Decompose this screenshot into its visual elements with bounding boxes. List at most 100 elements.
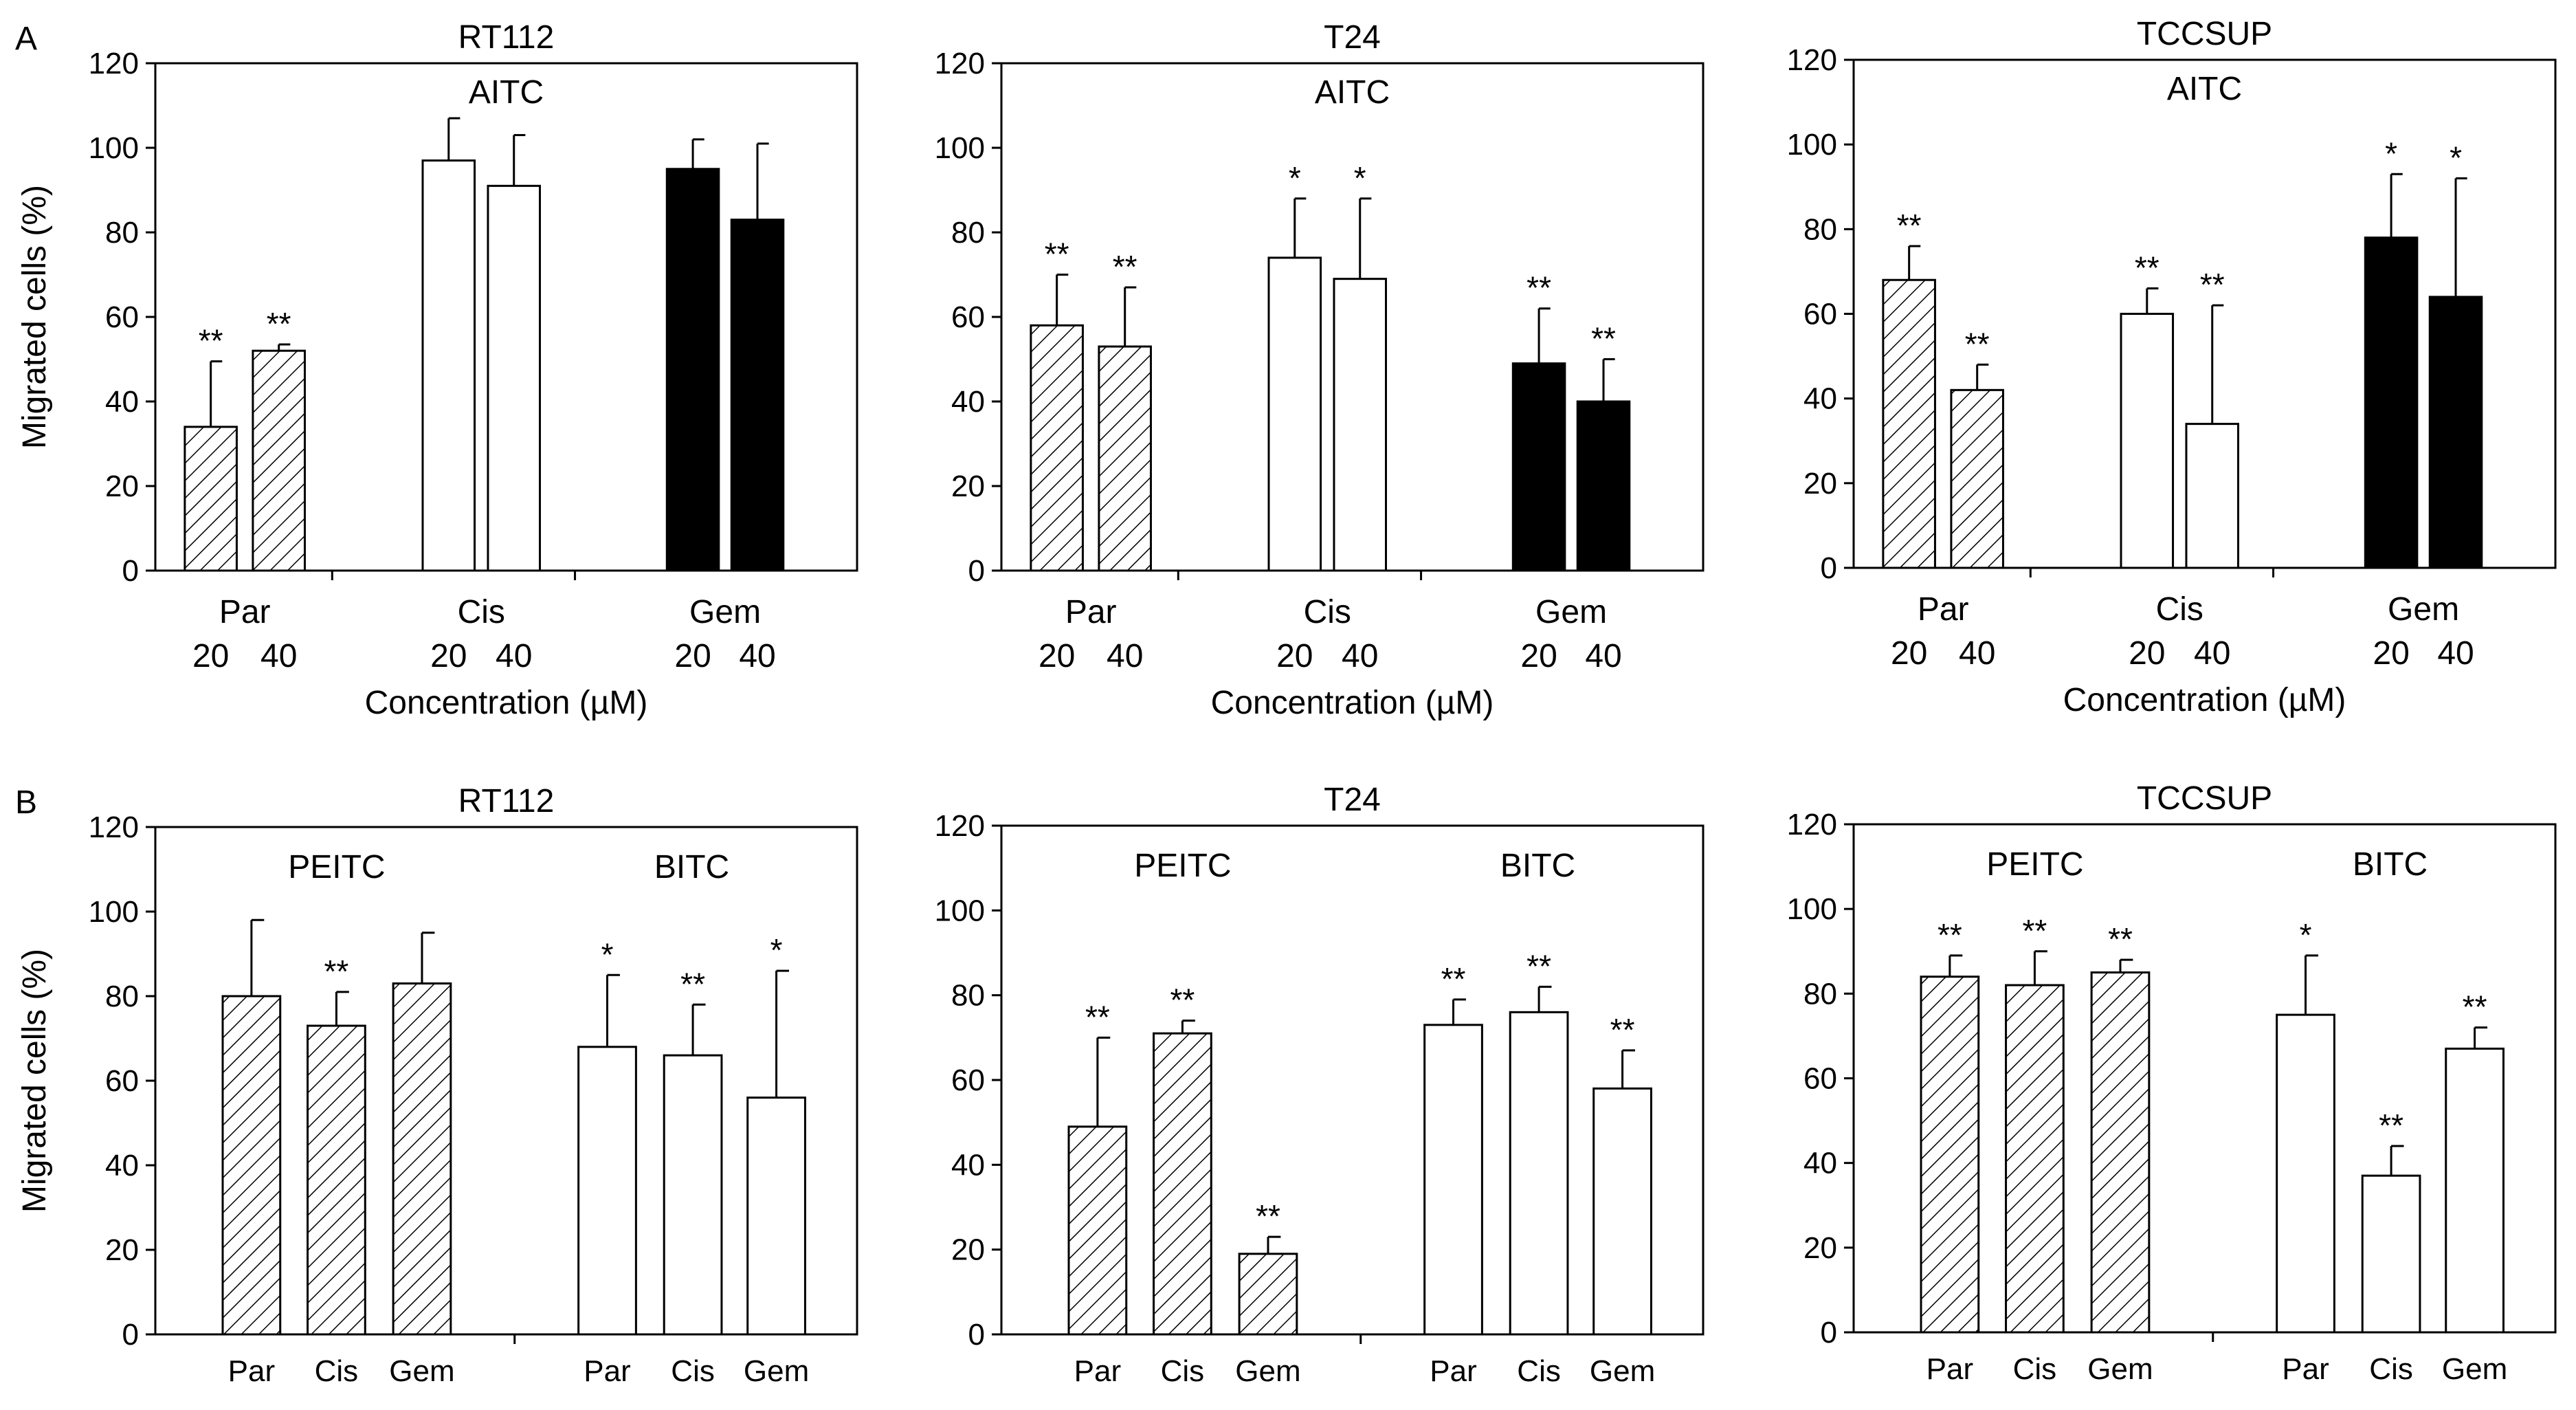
group-name-label: Cis bbox=[2156, 591, 2203, 628]
bar bbox=[2276, 1013, 2335, 1334]
significance-label: ** bbox=[1441, 961, 1466, 997]
x-tick-label: 20 bbox=[1520, 638, 1557, 674]
y-tick-label: 100 bbox=[89, 895, 139, 929]
bar bbox=[1511, 362, 1566, 572]
bar bbox=[2364, 236, 2419, 569]
y-tick-label: 120 bbox=[935, 809, 985, 843]
y-tick-label: 20 bbox=[951, 1233, 985, 1267]
bar bbox=[1153, 1032, 1212, 1336]
y-tick-label: 40 bbox=[105, 385, 139, 419]
y-tick-label: 120 bbox=[935, 47, 985, 80]
bar bbox=[746, 1097, 806, 1336]
x-tick-label: Gem bbox=[1590, 1354, 1655, 1388]
y-tick-label: 80 bbox=[951, 216, 985, 250]
bar bbox=[307, 1024, 366, 1336]
bar bbox=[1950, 388, 2004, 569]
group-label: AITC bbox=[469, 74, 544, 111]
bar bbox=[421, 159, 476, 572]
y-tick-label: 100 bbox=[89, 131, 139, 165]
bar bbox=[1592, 1087, 1652, 1336]
significance-label: * bbox=[770, 932, 783, 968]
bar bbox=[1333, 278, 1388, 572]
x-tick-label: Par bbox=[584, 1354, 630, 1388]
x-tick-label: 40 bbox=[739, 638, 775, 674]
significance-label: ** bbox=[2108, 921, 2133, 957]
group-label: BITC bbox=[2353, 846, 2428, 883]
significance-label: ** bbox=[2463, 989, 2487, 1025]
charts-layer: 0 20 40 60 80 100 120 RT112 A Migrated cells (%) A… bbox=[15, 16, 2557, 1388]
x-tick-label: 20 bbox=[2129, 635, 2165, 672]
y-tick-label: 120 bbox=[89, 47, 139, 80]
bar bbox=[1030, 324, 1084, 572]
x-tick-label: 40 bbox=[1585, 638, 1621, 674]
group-name-label: Gem bbox=[1535, 594, 1607, 630]
x-tick-label: Gem bbox=[744, 1354, 809, 1388]
group-name-label: Cis bbox=[458, 594, 505, 630]
significance-label: ** bbox=[1526, 270, 1551, 306]
y-tick-label: 60 bbox=[1803, 1062, 1837, 1096]
panel-label: A bbox=[15, 21, 37, 57]
group-label: PEITC bbox=[1134, 848, 1231, 884]
significance-label: ** bbox=[1610, 1012, 1635, 1048]
significance-label: ** bbox=[1085, 999, 1110, 1035]
x-tick-label: Par bbox=[228, 1354, 275, 1388]
y-tick-label: 120 bbox=[1787, 43, 1837, 77]
bar bbox=[2005, 984, 2065, 1334]
significance-label: * bbox=[1354, 160, 1366, 196]
panel-label: B bbox=[15, 784, 37, 821]
significance-label: ** bbox=[2200, 267, 2225, 302]
group-label: BITC bbox=[654, 849, 729, 885]
group-name-label: Par bbox=[1918, 591, 1969, 628]
x-tick-label: Cis bbox=[2013, 1352, 2057, 1386]
y-tick-label: 20 bbox=[1803, 467, 1837, 500]
x-tick-label: 20 bbox=[674, 638, 711, 674]
y-tick-label: 100 bbox=[935, 131, 985, 165]
significance-label: * bbox=[2450, 140, 2462, 175]
y-axis-label: Migrated cells (%) bbox=[16, 949, 53, 1213]
y-tick-label: 60 bbox=[105, 1064, 139, 1098]
y-tick-label: 60 bbox=[951, 300, 985, 334]
y-tick-label: 80 bbox=[951, 979, 985, 1013]
bar bbox=[1882, 278, 1936, 569]
y-tick-label: 0 bbox=[122, 1318, 139, 1352]
x-tick-label: Cis bbox=[315, 1354, 359, 1388]
x-tick-label: 20 bbox=[1276, 638, 1313, 674]
x-tick-label: Cis bbox=[1517, 1354, 1561, 1388]
bar bbox=[221, 995, 282, 1336]
y-tick-label: 80 bbox=[1803, 212, 1837, 246]
x-tick-label: 40 bbox=[2437, 635, 2474, 672]
group-name-label: Cis bbox=[1304, 594, 1351, 630]
y-tick-label: 0 bbox=[968, 1318, 985, 1352]
y-tick-label: 40 bbox=[951, 385, 985, 419]
significance-label: ** bbox=[267, 306, 291, 342]
chart-title: TCCSUP bbox=[2137, 16, 2272, 52]
group-name-label: Gem bbox=[689, 594, 761, 630]
y-tick-label: 60 bbox=[105, 300, 139, 334]
group-label: BITC bbox=[1500, 848, 1575, 884]
x-tick-label: Gem bbox=[389, 1354, 454, 1388]
significance-label: ** bbox=[1937, 917, 1962, 953]
significance-label: ** bbox=[324, 954, 349, 989]
y-tick-label: 40 bbox=[1803, 1147, 1837, 1180]
x-tick-label: 20 bbox=[2373, 635, 2409, 672]
x-tick-label: 20 bbox=[1891, 635, 1927, 672]
bar bbox=[1576, 400, 1631, 572]
x-tick-label: 40 bbox=[496, 638, 532, 674]
bar bbox=[577, 1046, 637, 1336]
y-axis-label: Migrated cells (%) bbox=[16, 185, 53, 449]
bar bbox=[2120, 313, 2175, 569]
y-tick-label: 20 bbox=[105, 1233, 139, 1267]
group-name-label: Gem bbox=[2388, 591, 2459, 628]
chart-title: RT112 bbox=[458, 783, 555, 819]
bar bbox=[2445, 1047, 2505, 1334]
significance-label: * bbox=[601, 936, 614, 972]
y-tick-label: 100 bbox=[1787, 128, 1837, 162]
significance-label: ** bbox=[2135, 250, 2159, 286]
significance-label: * bbox=[1289, 160, 1301, 196]
x-tick-label: Cis bbox=[671, 1354, 715, 1388]
bar bbox=[487, 184, 542, 572]
y-tick-label: 100 bbox=[935, 894, 985, 927]
bar bbox=[1238, 1253, 1298, 1336]
bar bbox=[665, 168, 720, 572]
